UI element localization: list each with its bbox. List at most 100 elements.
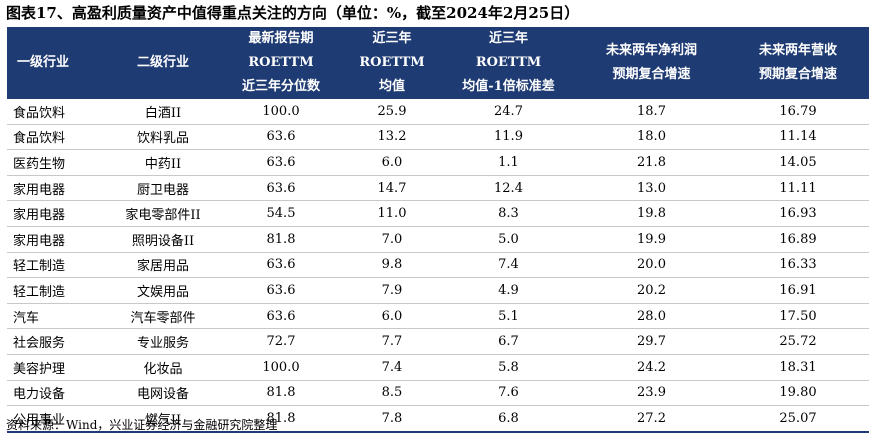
cell-profit-growth: 27.2: [576, 405, 727, 433]
cell-profit-growth: 23.9: [576, 380, 727, 407]
cell-roe-mean: 7.9: [343, 277, 441, 304]
cell-level2-industry: 中药II: [107, 149, 219, 176]
table-header-row: 一级行业 二级行业 最新报告期 ROETTM 近三年分位数 近三年 ROETTM 均值 近三年 R…: [7, 27, 869, 99]
cell-roe-mean-minus-std: 6.7: [441, 328, 576, 355]
cell-revenue-growth: 18.31: [727, 354, 869, 381]
table-row: 家用电器 家电零部件II 54.5 11.0 8.3 19.8 16.93: [7, 200, 869, 227]
column-header-line: 近三年: [372, 31, 412, 46]
column-header: 未来两年营收 预期复合增速: [727, 27, 869, 99]
column-header-line: 最新报告期: [248, 31, 314, 46]
table-row: 家用电器 厨卫电器 63.6 14.7 12.4 13.0 11.11: [7, 175, 869, 202]
column-header-line: 均值: [378, 79, 405, 94]
table-row: 食品饮料 白酒II 100.0 25.9 24.7 18.7 16.79: [7, 99, 869, 125]
cell-revenue-growth: 16.79: [727, 99, 869, 125]
cell-revenue-growth: 19.80: [727, 380, 869, 407]
source-note: 资料来源：Wind，兴业证券经济与金融研究院整理: [6, 418, 278, 432]
cell-revenue-growth: 16.93: [727, 200, 869, 227]
cell-level2-industry: 电网设备: [107, 380, 219, 407]
cell-level1-industry: 社会服务: [7, 328, 107, 355]
cell-level2-industry: 文娱用品: [107, 277, 219, 304]
cell-roe-mean-minus-std: 24.7: [441, 99, 576, 125]
column-header-line: 未来两年营收: [758, 43, 837, 58]
cell-roe-mean-minus-std: 12.4: [441, 175, 576, 202]
cell-roe-mean: 11.0: [343, 200, 441, 227]
cell-roe-mean-minus-std: 4.9: [441, 277, 576, 304]
cell-level2-industry: 化妆品: [107, 354, 219, 381]
cell-revenue-growth: 16.33: [727, 252, 869, 279]
table-row: 美容护理 化妆品 100.0 7.4 5.8 24.2 18.31: [7, 354, 869, 381]
cell-level1-industry: 家用电器: [7, 226, 107, 253]
column-header: 二级行业: [107, 27, 219, 99]
cell-roe-mean: 25.9: [343, 99, 441, 125]
cell-roe-mean-minus-std: 5.0: [441, 226, 576, 253]
cell-level2-industry: 厨卫电器: [107, 175, 219, 202]
cell-profit-growth: 21.8: [576, 149, 727, 176]
cell-revenue-growth: 16.89: [727, 226, 869, 253]
column-header-line: 预期复合增速: [612, 67, 691, 82]
cell-level1-industry: 轻工制造: [7, 277, 107, 304]
cell-level1-industry: 食品饮料: [7, 99, 107, 125]
cell-roe-mean: 6.0: [343, 303, 441, 330]
cell-roe-mean-minus-std: 7.6: [441, 380, 576, 407]
cell-roe-mean-minus-std: 1.1: [441, 149, 576, 176]
cell-roe-percentile: 54.5: [219, 200, 343, 227]
cell-level2-industry: 汽车零部件: [107, 303, 219, 330]
cell-roe-percentile: 100.0: [219, 354, 343, 381]
cell-profit-growth: 19.8: [576, 200, 727, 227]
data-table: 一级行业 二级行业 最新报告期 ROETTM 近三年分位数 近三年 ROETTM 均值 近三年 R…: [7, 27, 869, 433]
cell-roe-percentile: 63.6: [219, 303, 343, 330]
cell-level2-industry: 燃气II: [107, 405, 219, 433]
cell-profit-growth: 24.2: [576, 354, 727, 381]
table-body: 食品饮料 白酒II 100.0 25.9 24.7 18.7 16.79 食品饮料 饮料乳品 63…: [7, 99, 869, 433]
cell-level1-industry: 医药生物: [7, 149, 107, 176]
table-row: 电力设备 电网设备 81.8 8.5 7.6 23.9 19.80: [7, 380, 869, 407]
cell-level2-industry: 家电零部件II: [107, 200, 219, 227]
column-header-line: 均值-1倍标准差: [462, 79, 555, 94]
cell-revenue-growth: 17.50: [727, 303, 869, 330]
cell-profit-growth: 19.9: [576, 226, 727, 253]
cell-revenue-growth: 11.11: [727, 175, 869, 202]
cell-level2-industry: 照明设备II: [107, 226, 219, 253]
table-row: 轻工制造 家居用品 63.6 9.8 7.4 20.0 16.33: [7, 252, 869, 279]
column-header-line: ROETTM: [248, 55, 314, 70]
cell-level1-industry: 美容护理: [7, 354, 107, 381]
cell-roe-mean-minus-std: 7.4: [441, 252, 576, 279]
table-row: 食品饮料 饮料乳品 63.6 13.2 11.9 18.0 11.14: [7, 124, 869, 151]
cell-roe-percentile: 63.6: [219, 252, 343, 279]
cell-level1-industry: 轻工制造: [7, 252, 107, 279]
cell-revenue-growth: 25.72: [727, 328, 869, 355]
cell-roe-percentile: 100.0: [219, 99, 343, 125]
cell-profit-growth: 18.7: [576, 99, 727, 125]
table-row: 医药生物 中药II 63.6 6.0 1.1 21.8 14.05: [7, 149, 869, 176]
cell-level1-industry: 家用电器: [7, 175, 107, 202]
column-header-line: 预期复合增速: [758, 67, 837, 82]
column-header-line: 二级行业: [136, 55, 189, 70]
column-header-line: 未来两年净利润: [605, 43, 697, 58]
column-header: 近三年 ROETTM 均值-1倍标准差: [441, 27, 576, 99]
column-header: 未来两年净利润 预期复合增速: [576, 27, 727, 99]
cell-roe-mean-minus-std: 6.8: [441, 405, 576, 433]
cell-roe-mean: 14.7: [343, 175, 441, 202]
cell-roe-percentile: 63.6: [219, 277, 343, 304]
cell-roe-mean-minus-std: 8.3: [441, 200, 576, 227]
figure-title: 图表17、高盈利质量资产中值得重点关注的方向（单位：%，截至2024年2月25日…: [6, 4, 580, 22]
cell-level2-industry: 白酒II: [107, 99, 219, 125]
cell-roe-mean-minus-std: 5.8: [441, 354, 576, 381]
cell-level2-industry: 饮料乳品: [107, 124, 219, 151]
cell-roe-percentile: 81.8: [219, 380, 343, 407]
table-row: 公用事业 燃气II 81.8 7.8 6.8 27.2 25.07: [7, 405, 869, 433]
table-row: 汽车 汽车零部件 63.6 6.0 5.1 28.0 17.50: [7, 303, 869, 330]
cell-level1-industry: 家用电器: [7, 200, 107, 227]
table-row: 家用电器 照明设备II 81.8 7.0 5.0 19.9 16.89: [7, 226, 869, 253]
cell-roe-mean: 7.8: [343, 405, 441, 433]
cell-roe-percentile: 63.6: [219, 124, 343, 151]
cell-roe-mean: 6.0: [343, 149, 441, 176]
cell-profit-growth: 13.0: [576, 175, 727, 202]
column-header: 近三年 ROETTM 均值: [343, 27, 441, 99]
cell-level1-industry: 电力设备: [7, 380, 107, 407]
cell-level2-industry: 家居用品: [107, 252, 219, 279]
cell-revenue-growth: 25.07: [727, 405, 869, 433]
column-header-line: ROETTM: [359, 55, 425, 70]
cell-revenue-growth: 14.05: [727, 149, 869, 176]
cell-profit-growth: 29.7: [576, 328, 727, 355]
